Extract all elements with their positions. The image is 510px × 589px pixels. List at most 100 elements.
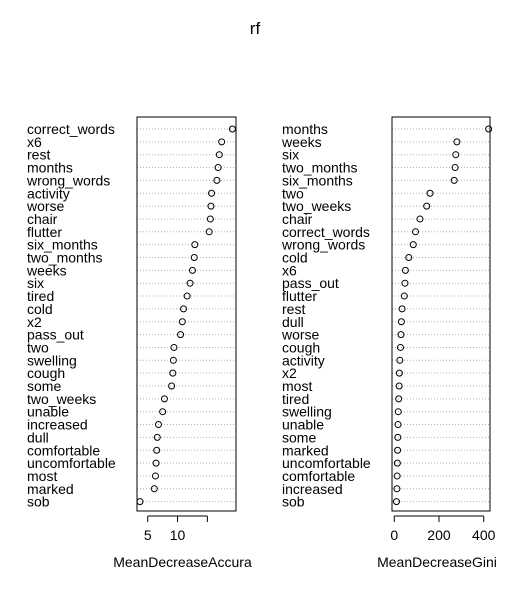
category-label: cough [282, 339, 320, 355]
data-point [392, 498, 400, 506]
data-point [177, 331, 185, 339]
data-point [405, 254, 413, 261]
x-axis-title: MeanDecreaseGini [377, 554, 497, 570]
data-point [188, 266, 196, 274]
category-label: flutter [27, 224, 62, 240]
category-label: pass_out [27, 327, 84, 343]
category-label: two_weeks [27, 391, 96, 407]
data-point [206, 215, 214, 223]
category-label: x6 [27, 134, 42, 150]
category-label: weeks [26, 262, 67, 278]
x-tick-label: 200 [427, 527, 451, 543]
data-point [451, 164, 459, 172]
data-point [397, 343, 405, 351]
category-label: some [27, 378, 61, 394]
data-point [170, 343, 178, 351]
category-label: activity [27, 185, 70, 201]
category-label: wrong_words [26, 172, 110, 188]
data-point [401, 266, 409, 274]
data-point [423, 202, 431, 210]
category-label: correct_words [282, 224, 370, 240]
category-label: cough [27, 365, 65, 381]
data-point [395, 369, 403, 377]
category-label: cold [282, 250, 308, 266]
category-label: x6 [282, 262, 297, 278]
category-label: dull [282, 314, 304, 330]
category-label: six_months [282, 172, 353, 188]
data-point [395, 382, 403, 390]
data-point [398, 305, 406, 313]
data-point [208, 189, 216, 197]
data-point [186, 279, 194, 287]
data-point [485, 125, 493, 133]
data-point [214, 164, 222, 172]
data-point [168, 382, 176, 390]
x-axis-title: MeanDecreaseAccura [113, 554, 252, 570]
category-label: comfortable [282, 468, 355, 484]
data-point [450, 176, 458, 184]
data-point [411, 228, 419, 236]
left-panel: correct_wordsx6restmonthswrong_wordsacti… [26, 116, 252, 570]
category-label: two_weeks [282, 198, 351, 214]
category-label: worse [26, 198, 65, 214]
data-point [152, 459, 160, 467]
category-label: x2 [282, 365, 297, 381]
data-point [159, 408, 167, 416]
data-point [213, 176, 221, 184]
category-label: six_months [27, 237, 98, 253]
category-label: dull [27, 429, 49, 445]
data-point [452, 151, 460, 159]
data-point [400, 292, 408, 300]
category-label: swelling [27, 352, 77, 368]
x-tick-label: 400 [472, 527, 496, 543]
category-label: chair [27, 211, 58, 227]
category-label: sob [27, 494, 50, 510]
category-label: uncomfortable [282, 455, 371, 471]
category-label: marked [27, 481, 74, 497]
category-label: two_months [27, 250, 102, 266]
category-label: weeks [281, 134, 322, 150]
data-point [169, 356, 177, 364]
category-label: two [27, 339, 49, 355]
category-label: tired [27, 288, 54, 304]
category-label: chair [282, 211, 313, 227]
data-point [160, 395, 168, 403]
data-point [416, 215, 424, 223]
data-point [395, 395, 403, 403]
data-point [154, 421, 162, 429]
data-point [215, 151, 223, 159]
data-point [183, 292, 191, 300]
data-point [150, 485, 158, 493]
category-label: most [282, 378, 312, 394]
data-point [180, 305, 188, 313]
category-label: rest [282, 301, 305, 317]
data-point [394, 408, 402, 416]
category-label: swelling [282, 404, 332, 420]
category-label: unable [282, 417, 324, 433]
x-tick-label: 5 [144, 527, 152, 543]
data-point [394, 433, 402, 441]
data-point [393, 485, 401, 493]
category-label: correct_words [27, 121, 115, 137]
data-point [453, 138, 461, 146]
data-point [394, 446, 402, 454]
category-label: six [27, 275, 44, 291]
category-label: activity [282, 352, 325, 368]
data-point [397, 318, 405, 326]
category-label: wrong_words [281, 237, 365, 253]
category-label: increased [27, 417, 88, 433]
category-label: tired [282, 391, 309, 407]
x-tick-label: 10 [170, 527, 186, 543]
data-point [426, 189, 434, 197]
data-point [205, 228, 213, 236]
category-label: sob [282, 494, 305, 510]
data-point [191, 241, 199, 249]
category-label: x2 [27, 314, 42, 330]
data-point [178, 318, 186, 326]
category-label: two_months [282, 160, 357, 176]
category-label: comfortable [27, 442, 100, 458]
data-point [396, 356, 404, 364]
category-label: months [27, 160, 73, 176]
category-label: some [282, 429, 316, 445]
